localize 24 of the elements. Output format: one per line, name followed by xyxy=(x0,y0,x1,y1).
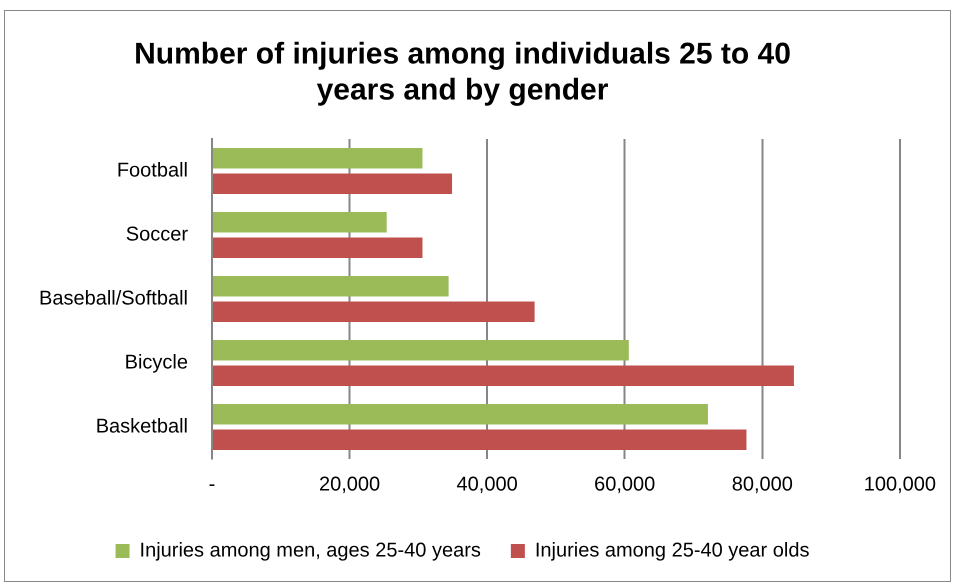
legend-label: Injuries among 25-40 year olds xyxy=(534,540,810,562)
x-tick-label: 60,000 xyxy=(594,474,656,496)
y-tick-label: Bicycle xyxy=(124,352,188,374)
bar xyxy=(212,148,422,168)
bar xyxy=(212,404,708,424)
x-tick-label: 80,000 xyxy=(732,474,793,496)
bar xyxy=(212,430,746,450)
bar xyxy=(212,366,794,386)
x-tick-label: - xyxy=(208,474,216,496)
y-tick-label: Football xyxy=(116,160,188,182)
chart-title: Number of injuries among individuals 25 to 40 years and by gender xyxy=(134,37,791,106)
bar xyxy=(212,212,387,232)
y-tick-label: Basketball xyxy=(96,416,188,438)
legend-label: Injuries among men, ages 25-40 years xyxy=(140,540,481,562)
x-tick-label: 100,000 xyxy=(864,474,936,496)
bar xyxy=(212,238,422,258)
x-tick-label: 40,000 xyxy=(456,474,518,496)
bar xyxy=(212,276,449,296)
bar xyxy=(212,302,535,322)
y-tick-label: Soccer xyxy=(126,224,188,246)
bar xyxy=(212,340,629,360)
bar xyxy=(212,174,452,194)
y-tick-label: Baseball/Softball xyxy=(39,288,188,310)
x-tick-label: 20,000 xyxy=(318,474,380,496)
